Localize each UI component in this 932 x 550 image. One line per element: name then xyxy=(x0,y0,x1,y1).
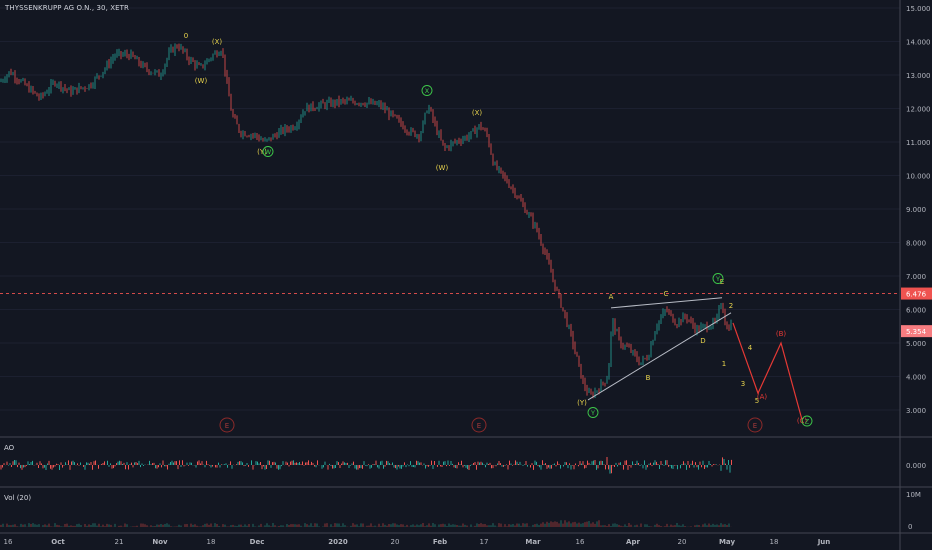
price-tick-label: 13.000 xyxy=(906,72,931,80)
time-tick-label: 20 xyxy=(678,538,687,546)
event-label: E xyxy=(477,422,481,430)
time-tick-label: 17 xyxy=(480,538,489,546)
price-tick-label: 6.000 xyxy=(906,307,926,315)
ao-histogram xyxy=(0,456,732,474)
wave-label: C xyxy=(664,290,669,298)
time-tick-label: Apr xyxy=(626,538,640,546)
event-label: E xyxy=(753,422,757,430)
price-tick-label: 7.000 xyxy=(906,273,926,281)
time-tick-label: 21 xyxy=(115,538,124,546)
price-tick-label: 4.000 xyxy=(906,374,926,382)
event-marker xyxy=(747,417,763,433)
current-price-badge xyxy=(901,325,932,338)
price-tick-label: 3.000 xyxy=(906,407,926,415)
wave-label: B xyxy=(646,374,651,382)
ao-label: AO xyxy=(4,444,15,452)
wave-label: 4 xyxy=(748,344,753,352)
candles xyxy=(0,43,732,399)
triangle-lower-line xyxy=(587,312,732,401)
wave-label: 5 xyxy=(755,397,759,405)
wave-circle xyxy=(712,273,724,284)
price-tick-label: 9.000 xyxy=(906,206,926,214)
price-tick-label: 15.000 xyxy=(906,5,931,13)
wave-label: (X) xyxy=(472,109,483,117)
last-price-badge-text: 6.476 xyxy=(906,291,927,299)
time-tick-label: Oct xyxy=(51,538,65,546)
wave-circle xyxy=(262,146,274,157)
time-tick-label: Nov xyxy=(152,538,168,546)
time-tick-label: 18 xyxy=(207,538,216,546)
time-tick-label: 2020 xyxy=(328,538,348,546)
time-tick-label: Feb xyxy=(433,538,447,546)
price-tick-label: 12.000 xyxy=(906,106,931,114)
event-marker xyxy=(219,417,235,433)
wave-label: (Y) xyxy=(577,399,587,407)
price-tick-label: 5.000 xyxy=(906,340,926,348)
volume-axis-top: 10M xyxy=(906,491,921,499)
projection-circle xyxy=(801,415,813,427)
price-tick-label: 8.000 xyxy=(906,240,926,248)
wave-label: 1 xyxy=(722,360,726,368)
last-price-badge xyxy=(901,287,932,300)
price-tick-label: 11.000 xyxy=(906,139,931,147)
time-tick-label: 18 xyxy=(770,538,779,546)
time-tick-label: 20 xyxy=(391,538,400,546)
wave-circle xyxy=(421,85,433,96)
wave-label: (W) xyxy=(195,77,208,85)
wave-label: 0 xyxy=(184,32,188,40)
wave-label: (Y) xyxy=(257,148,267,156)
time-tick-label: 16 xyxy=(576,538,585,546)
wave-label-circled: Y xyxy=(715,275,720,283)
event-label: E xyxy=(225,422,229,430)
projection-label-circled: Z xyxy=(805,418,810,426)
current-price-badge-text: 5.354 xyxy=(906,328,927,336)
volume-axis-zero: 0 xyxy=(908,523,912,531)
wave-label: 2 xyxy=(729,302,733,310)
time-tick-label: Dec xyxy=(250,538,265,546)
wave-label: (X) xyxy=(212,38,223,46)
time-tick-label: May xyxy=(719,538,735,546)
wave-label: D xyxy=(700,337,705,345)
wave-label-circled: W xyxy=(265,148,272,156)
wave-label: 3 xyxy=(741,380,745,388)
projection-label: (A) xyxy=(757,393,768,401)
volume-label: Vol (20) xyxy=(4,494,32,502)
time-tick-label: 16 xyxy=(4,538,13,546)
projection-path xyxy=(732,322,804,424)
wave-label-circled: Y xyxy=(590,409,595,417)
price-tick-label: 14.000 xyxy=(906,39,931,47)
wave-label: (W) xyxy=(436,164,449,172)
price-tick-label: 10.000 xyxy=(906,173,931,181)
projection-label: (B) xyxy=(776,330,787,338)
wave-circle xyxy=(587,407,599,418)
wave-label: A xyxy=(609,293,614,301)
wave-label-circled: X xyxy=(425,87,430,95)
time-tick-label: Mar xyxy=(525,538,541,546)
ao-axis-label: 0.000 xyxy=(906,462,926,470)
chart-title: THYSSENKRUPP AG O.N., 30, XETR xyxy=(5,4,129,12)
event-marker xyxy=(471,417,487,433)
volume-bars xyxy=(0,520,732,527)
time-tick-label: Jun xyxy=(817,538,831,546)
triangle-upper-line xyxy=(610,297,723,309)
